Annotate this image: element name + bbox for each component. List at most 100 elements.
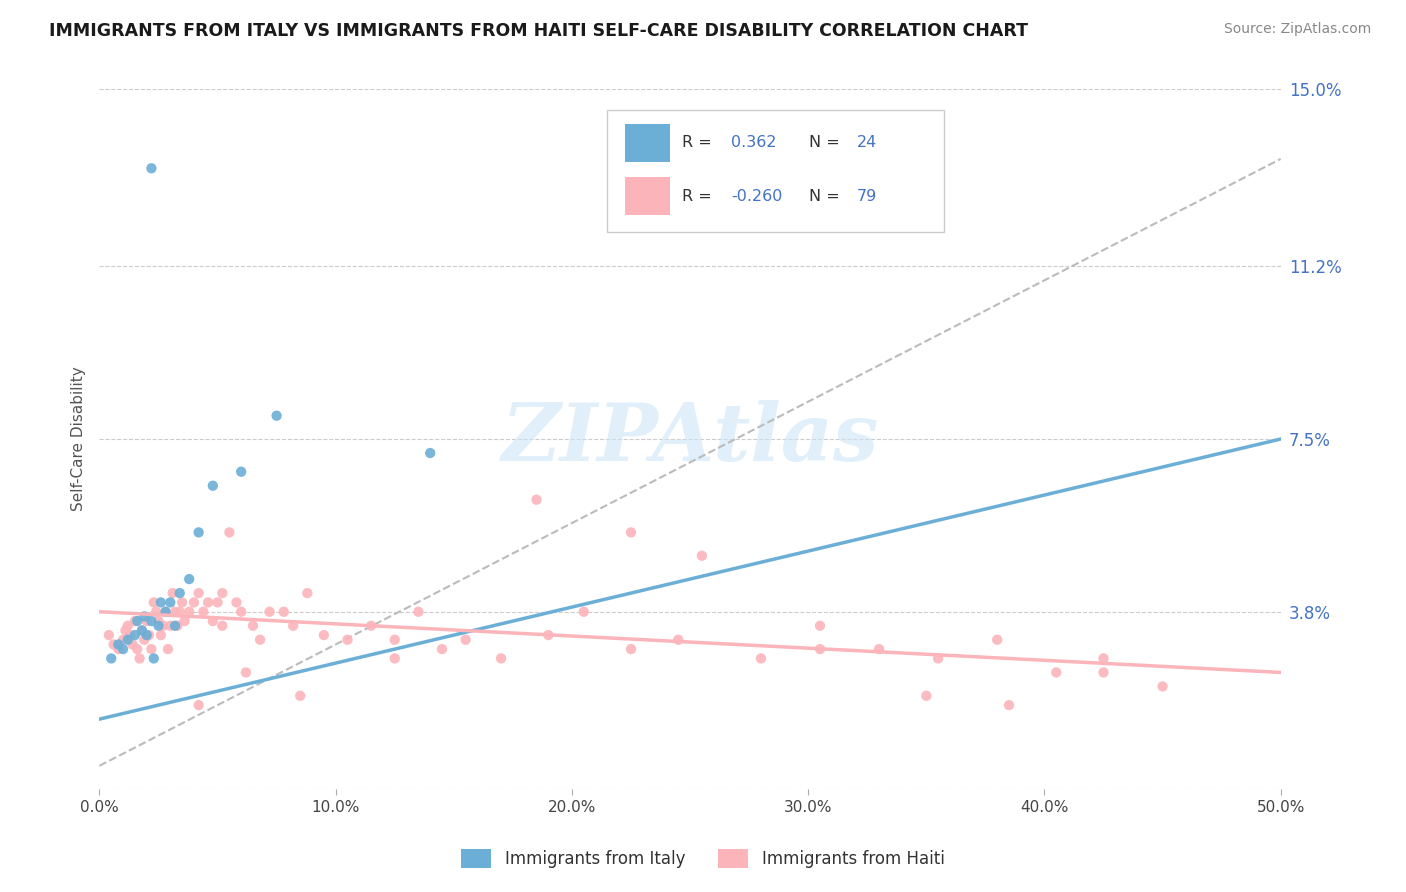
Point <box>162 586 184 600</box>
Text: -0.260: -0.260 <box>731 188 783 203</box>
Point <box>620 642 643 657</box>
Point <box>187 586 209 600</box>
Point <box>312 628 335 642</box>
Text: 0.362: 0.362 <box>731 136 778 151</box>
Bar <box>626 124 671 162</box>
Point <box>231 605 253 619</box>
Point <box>808 642 831 657</box>
Point <box>166 619 188 633</box>
Point <box>197 595 219 609</box>
Point <box>1152 680 1174 694</box>
Point <box>211 619 233 633</box>
Y-axis label: Self-Care Disability: Self-Care Disability <box>72 367 86 511</box>
Point <box>1092 665 1115 680</box>
Text: 24: 24 <box>856 136 877 151</box>
Point <box>419 446 441 460</box>
Point <box>156 642 179 657</box>
Point <box>408 605 430 619</box>
Point <box>231 465 253 479</box>
Point <box>283 619 305 633</box>
Point <box>114 624 136 638</box>
Point <box>155 605 177 619</box>
Point <box>249 632 271 647</box>
Point <box>173 614 195 628</box>
Point <box>201 614 224 628</box>
Point <box>749 651 772 665</box>
Point <box>690 549 713 563</box>
Point <box>927 651 949 665</box>
Point <box>127 614 149 628</box>
Point <box>141 161 163 176</box>
Point <box>666 632 689 647</box>
Point <box>179 605 201 619</box>
Point <box>112 632 135 647</box>
Point <box>360 619 382 633</box>
Text: R =: R = <box>682 188 717 203</box>
Point <box>149 628 172 642</box>
Point <box>242 619 264 633</box>
Point <box>1092 651 1115 665</box>
Point <box>159 595 181 609</box>
Point <box>103 637 125 651</box>
Point <box>100 651 122 665</box>
Text: R =: R = <box>682 136 717 151</box>
Point <box>297 586 319 600</box>
Point <box>159 619 181 633</box>
Point <box>142 595 165 609</box>
Point <box>117 632 139 647</box>
Point <box>155 605 177 619</box>
Text: N =: N = <box>810 136 845 151</box>
Point <box>193 605 215 619</box>
Point <box>986 632 1008 647</box>
Point <box>131 624 153 638</box>
Point <box>131 624 153 638</box>
Point <box>124 628 146 642</box>
Point <box>808 619 831 633</box>
Point <box>620 525 643 540</box>
Point <box>187 525 209 540</box>
Point <box>489 651 512 665</box>
FancyBboxPatch shape <box>607 110 943 233</box>
Point <box>107 642 129 657</box>
Point <box>273 605 295 619</box>
Point <box>141 614 163 628</box>
Point <box>121 637 143 651</box>
Point <box>336 632 359 647</box>
Point <box>134 609 156 624</box>
Point <box>225 595 247 609</box>
Point <box>290 689 312 703</box>
Point <box>430 642 453 657</box>
Point <box>148 619 170 633</box>
Point <box>998 698 1021 712</box>
Point <box>97 628 120 642</box>
Point <box>526 492 548 507</box>
Text: 79: 79 <box>856 188 877 203</box>
Point <box>183 595 205 609</box>
Point <box>537 628 560 642</box>
Point <box>138 628 160 642</box>
Point <box>145 605 167 619</box>
Point <box>187 698 209 712</box>
Point <box>149 595 172 609</box>
Text: IMMIGRANTS FROM ITALY VS IMMIGRANTS FROM HAITI SELF-CARE DISABILITY CORRELATION : IMMIGRANTS FROM ITALY VS IMMIGRANTS FROM… <box>49 22 1028 40</box>
Point <box>868 642 890 657</box>
Point <box>454 632 477 647</box>
Text: ZIPAtlas: ZIPAtlas <box>502 401 879 478</box>
Point <box>235 665 257 680</box>
Point <box>1045 665 1067 680</box>
Point <box>259 605 281 619</box>
Point <box>169 586 191 600</box>
Point <box>384 651 406 665</box>
Point <box>120 628 142 642</box>
Point <box>134 632 156 647</box>
Text: Source: ZipAtlas.com: Source: ZipAtlas.com <box>1223 22 1371 37</box>
Point <box>201 479 224 493</box>
Point <box>572 605 595 619</box>
Point <box>142 651 165 665</box>
Point <box>211 586 233 600</box>
Point <box>117 619 139 633</box>
Point <box>127 642 149 657</box>
Legend: Immigrants from Italy, Immigrants from Haiti: Immigrants from Italy, Immigrants from H… <box>454 842 952 875</box>
Point <box>207 595 229 609</box>
Point <box>112 642 135 657</box>
